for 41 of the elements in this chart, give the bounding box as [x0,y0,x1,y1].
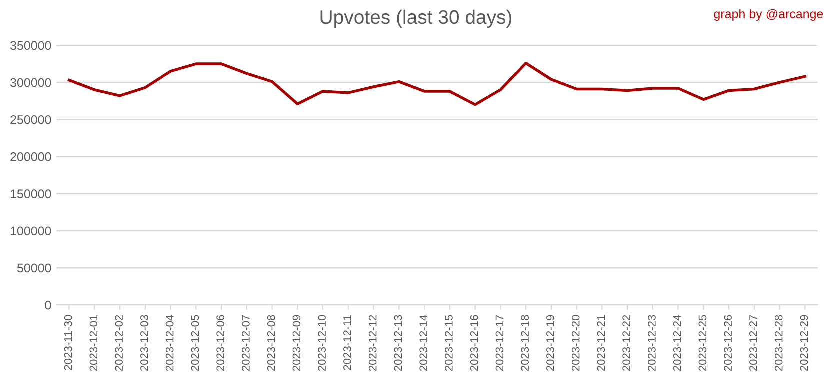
x-tick-label: 2023-12-03 [140,315,148,372]
x-tick-label: 2023-12-23 [648,315,656,372]
y-tick-label: 0 [45,300,52,310]
x-tick-label: 2023-12-04 [166,315,174,372]
y-tick-label: 350000 [10,41,52,50]
x-tick-label: 2023-12-06 [216,315,225,372]
x-tick-label: 2023-12-19 [546,315,554,372]
line-series [68,62,807,106]
y-tick-label: 250000 [10,115,52,124]
x-tick-label: 2023-12-09 [292,315,301,372]
x-tick-label: 2023-12-14 [420,315,428,372]
x-tick-label: 2023-12-20 [572,315,580,372]
x-tick-label: 2023-12-29 [800,315,808,372]
x-tick-label: 2023-12-13 [394,315,402,372]
x-tick-label: 2023-12-25 [698,315,707,372]
x-tick-label: 2023-12-07 [242,315,250,372]
x-tick-label: 2023-12-12 [368,315,377,372]
x-tick-label: 2023-12-22 [622,315,631,372]
x-tick-label: 2023-12-01 [90,315,98,372]
x-tick-label: 2023-12-17 [496,315,504,372]
x-tick-label: 2023-12-02 [115,315,123,372]
x-tick-label: 2023-12-10 [318,315,326,372]
y-tick-label: 100000 [10,226,52,236]
text: graph by @arcange [714,9,824,21]
chart-title: Upvotes (last 30 days) [320,10,512,28]
x-tick-label: 2023-12-16 [470,315,478,372]
x-tick-label: 2023-12-28 [774,315,783,372]
y-tick-label: 50000 [17,264,52,273]
y-tick-label: 200000 [10,152,52,162]
x-tick-label: 2023-11-30 [64,315,72,370]
x-tick-label: 2023-12-27 [750,315,758,372]
x-tick-label: 2023-12-24 [673,315,682,372]
x-tick-label: 2023-12-18 [521,315,530,372]
x-tick-label: 2023-12-15 [445,315,453,372]
x-tick-label: 2023-12-08 [267,315,276,372]
x-tick-label: 2023-12-05 [191,315,200,372]
y-tick-label: 300000 [10,78,52,88]
x-tick-label: 2023-12-11 [344,315,352,370]
y-tick-label: 150000 [10,190,52,198]
x-tick-label: 2023-12-26 [724,315,732,372]
x-tick-label: 2023-12-21 [597,315,606,372]
